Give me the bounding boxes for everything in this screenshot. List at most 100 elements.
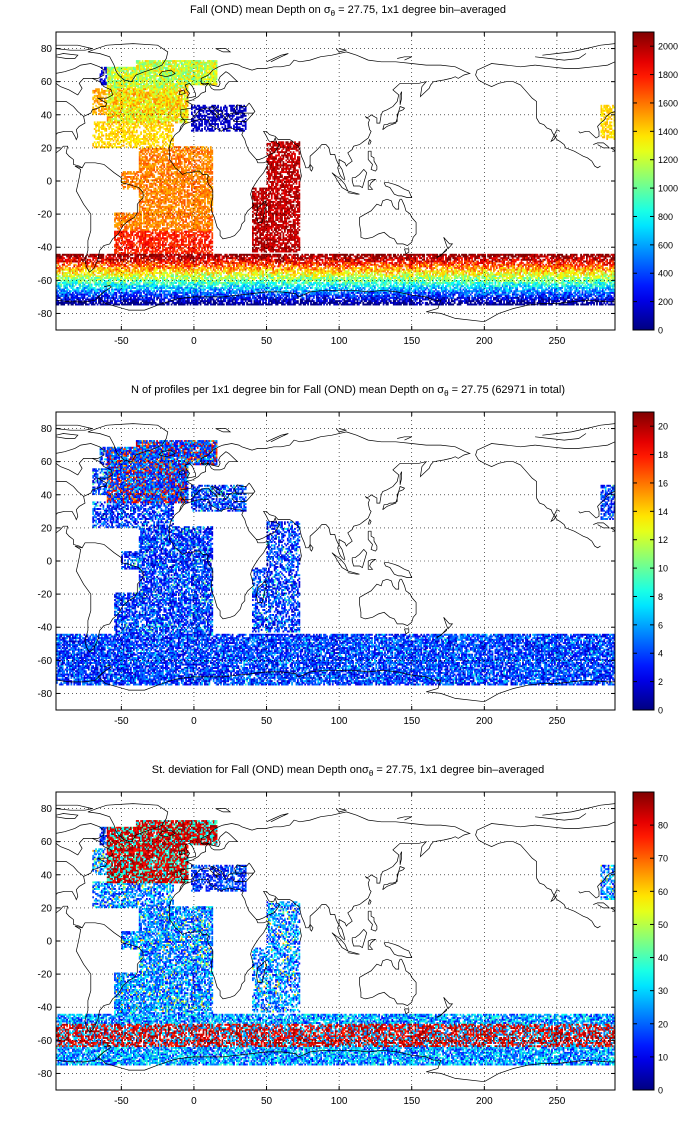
data-bin	[111, 131, 113, 134]
data-bin	[182, 81, 185, 84]
data-bin	[130, 119, 132, 122]
data-bin	[289, 146, 292, 149]
data-bin	[124, 98, 126, 101]
data-bin	[284, 194, 286, 197]
data-bin	[289, 154, 292, 157]
data-bin	[156, 94, 158, 97]
data-bin	[101, 98, 103, 101]
data-bin	[119, 111, 122, 114]
data-bin	[140, 103, 142, 106]
data-bin	[140, 113, 142, 116]
data-bin	[166, 68, 169, 71]
data-bin	[182, 63, 185, 66]
data-bin	[105, 68, 108, 71]
data-bin	[127, 129, 129, 132]
data-bin	[157, 131, 160, 134]
data-bin	[112, 111, 115, 114]
data-bin	[125, 139, 128, 142]
data-bin	[150, 126, 153, 129]
data-bin	[138, 71, 141, 74]
data-bin	[148, 167, 151, 170]
data-bin	[148, 63, 151, 66]
data-bin	[117, 85, 119, 87]
data-bin	[112, 146, 115, 149]
data-bin	[207, 149, 209, 152]
data-bin	[182, 75, 185, 77]
data-bin	[189, 174, 192, 177]
data-bin	[135, 66, 138, 69]
data-bin	[297, 174, 299, 177]
data-bin	[292, 152, 295, 155]
data-bin	[270, 172, 273, 175]
data-bin	[92, 96, 95, 99]
data-bin	[117, 86, 119, 89]
data-bin	[151, 195, 154, 198]
data-bin	[156, 75, 158, 77]
data-bin	[117, 94, 119, 97]
data-bin	[147, 113, 150, 116]
data-bin	[202, 78, 205, 81]
data-bin	[146, 159, 148, 162]
data-bin	[148, 98, 151, 101]
data-bin	[209, 152, 212, 155]
data-bin	[101, 124, 103, 127]
data-bin	[170, 108, 173, 111]
data-bin	[208, 177, 211, 180]
data-bin	[172, 93, 174, 96]
data-bin	[199, 156, 202, 159]
data-bin	[156, 73, 158, 76]
data-bin	[180, 149, 183, 152]
data-bin	[148, 99, 151, 102]
data-bin	[198, 83, 201, 86]
data-bin	[151, 162, 154, 165]
data-bin	[286, 179, 289, 182]
data-bin	[154, 60, 157, 63]
data-bin	[130, 66, 132, 69]
data-bin	[198, 186, 201, 188]
data-bin	[610, 134, 613, 137]
data-bin	[175, 161, 177, 164]
data-bin	[146, 139, 148, 142]
data-bin	[281, 169, 283, 172]
data-bin	[124, 73, 126, 76]
data-bin	[211, 78, 214, 81]
data-bin	[220, 113, 222, 116]
data-bin	[212, 65, 215, 68]
data-bin	[176, 91, 179, 94]
data-bin	[286, 181, 289, 183]
data-bin	[118, 76, 121, 79]
data-bin	[131, 109, 134, 112]
data-bin	[169, 144, 172, 147]
data-bin	[288, 184, 291, 187]
data-bin	[115, 141, 118, 144]
data-bin	[188, 157, 190, 160]
data-bin	[127, 119, 129, 122]
data-bin	[243, 114, 246, 117]
data-bin	[160, 177, 163, 180]
data-bin	[159, 61, 161, 64]
data-bin	[128, 94, 131, 97]
data-bin	[127, 186, 129, 188]
data-bin	[170, 172, 173, 175]
data-bin	[146, 146, 148, 149]
data-bin	[150, 78, 153, 81]
data-bin	[192, 128, 195, 130]
data-bin	[154, 73, 157, 76]
data-bin	[285, 190, 288, 193]
data-bin	[278, 176, 280, 178]
data-bin	[169, 63, 172, 66]
data-bin	[114, 75, 116, 77]
data-bin	[176, 195, 179, 198]
data-bin	[265, 192, 267, 195]
data-bin	[101, 141, 103, 144]
data-bin	[144, 65, 147, 68]
data-bin	[204, 71, 206, 74]
data-bin	[146, 96, 148, 99]
data-bin	[159, 166, 161, 169]
data-bin	[183, 60, 186, 63]
data-bin	[205, 124, 208, 127]
data-bin	[111, 73, 113, 76]
data-bin	[260, 189, 263, 192]
data-bin	[182, 177, 185, 180]
data-bin	[223, 106, 225, 109]
